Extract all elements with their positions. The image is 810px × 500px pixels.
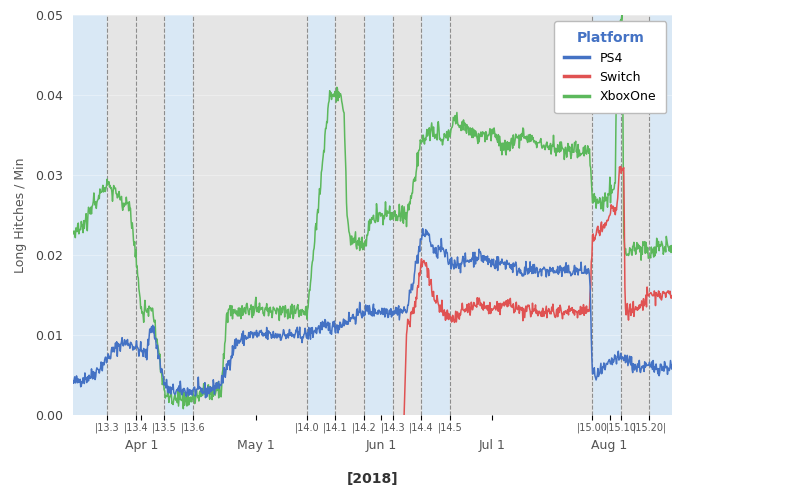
Bar bbox=[107, 15, 136, 415]
Bar bbox=[450, 15, 592, 415]
Bar bbox=[136, 15, 164, 415]
Bar bbox=[193, 15, 307, 415]
Y-axis label: Long Hitches / Min: Long Hitches / Min bbox=[14, 157, 27, 273]
Bar bbox=[621, 15, 650, 415]
Legend: PS4, Switch, XboxOne: PS4, Switch, XboxOne bbox=[554, 21, 666, 113]
Bar bbox=[393, 15, 421, 415]
Bar bbox=[335, 15, 364, 415]
X-axis label: [2018]: [2018] bbox=[347, 472, 399, 486]
